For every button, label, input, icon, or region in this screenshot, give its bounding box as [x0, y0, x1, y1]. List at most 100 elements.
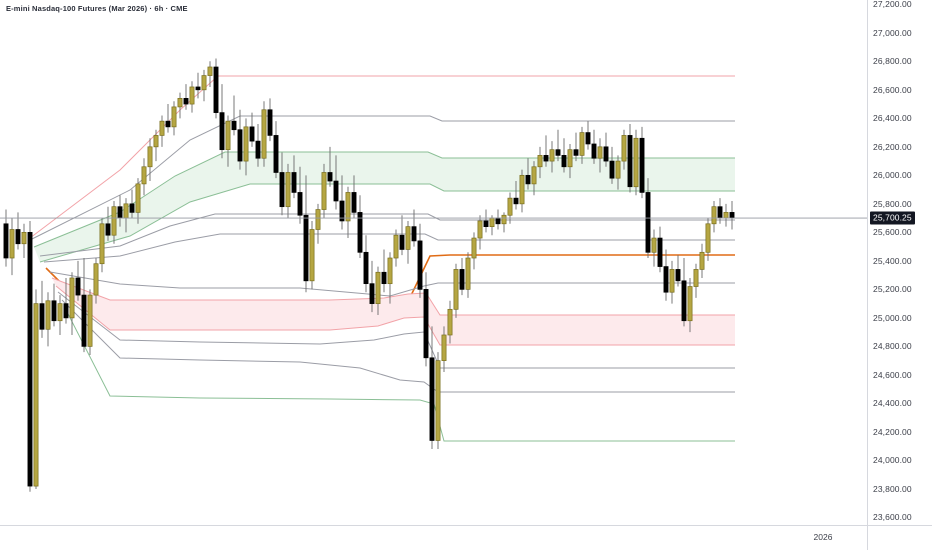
candle-body: [561, 155, 567, 168]
candle-body: [273, 135, 279, 173]
candle-body: [267, 109, 273, 136]
price-tick: 26,800.00: [873, 56, 912, 67]
candle-body: [315, 209, 321, 230]
candle-body: [303, 214, 309, 282]
candle-body: [117, 206, 123, 219]
candle-body: [459, 269, 465, 290]
candle-body: [465, 257, 471, 290]
candle-body: [27, 232, 33, 487]
candle-body: [549, 149, 555, 162]
candle-body: [699, 251, 705, 270]
candle-body: [237, 129, 243, 162]
candle-body: [261, 109, 267, 159]
support-band-1-fill: [34, 152, 735, 262]
candle-body: [285, 172, 291, 208]
candle-body: [225, 120, 231, 151]
neutral-line-3: [43, 233, 735, 263]
candle-body: [375, 271, 381, 304]
candle-body: [507, 197, 513, 216]
candle-body: [45, 300, 51, 330]
candle-body: [435, 360, 441, 441]
candle-body: [255, 140, 261, 159]
price-tick: 25,400.00: [873, 255, 912, 266]
candle-body: [15, 229, 21, 245]
axis-corner: [867, 526, 932, 550]
candle-body: [675, 269, 681, 282]
candle-series: [3, 58, 735, 492]
candle-body: [543, 155, 549, 162]
price-axis[interactable]: 27,200.00 27,000.00 26,800.00 26,600.00 26,4…: [867, 0, 932, 526]
candle-body: [441, 334, 447, 361]
candle-body: [297, 192, 303, 216]
candle-body: [51, 300, 57, 322]
candle-body: [189, 86, 195, 105]
candle-body: [105, 223, 111, 236]
candle-body: [579, 132, 585, 156]
candle-body: [309, 229, 315, 282]
candle-body: [597, 146, 603, 159]
candle-body: [621, 135, 627, 162]
candle-body: [147, 146, 153, 168]
price-tick: 26,400.00: [873, 113, 912, 124]
candle-body: [471, 237, 477, 259]
candle-body: [195, 86, 201, 91]
candle-body: [291, 172, 297, 193]
candle-body: [453, 269, 459, 310]
candle-body: [501, 214, 507, 225]
price-tick: 26,600.00: [873, 84, 912, 95]
price-tick: 25,200.00: [873, 284, 912, 295]
candle-body: [3, 223, 9, 259]
candle-body: [573, 149, 579, 156]
candle-body: [633, 137, 639, 188]
candle-body: [213, 66, 219, 113]
candle-body: [357, 212, 363, 253]
price-tick: 27,200.00: [873, 0, 912, 10]
candle-body: [525, 174, 531, 185]
candle-body: [477, 220, 483, 239]
candle-body: [57, 303, 63, 322]
candle-body: [405, 226, 411, 250]
candle-body: [651, 237, 657, 253]
candle-body: [609, 160, 615, 179]
price-chart-plot[interactable]: [0, 0, 868, 526]
price-tick: 25,600.00: [873, 227, 912, 238]
candle-body: [201, 75, 207, 91]
candle-body: [483, 220, 489, 228]
candle-body: [423, 289, 429, 359]
price-tick: 24,600.00: [873, 369, 912, 380]
candle-body: [723, 212, 729, 219]
candle-body: [489, 217, 495, 228]
candle-body: [153, 135, 159, 148]
candle-body: [537, 155, 543, 168]
candle-body: [219, 112, 225, 151]
price-tick: 26,000.00: [873, 170, 912, 181]
candle-body: [183, 98, 189, 105]
candle-body: [627, 135, 633, 188]
candle-body: [447, 308, 453, 336]
neutral-line-2: [39, 213, 735, 257]
candle-body: [615, 160, 621, 179]
candle-body: [351, 192, 357, 213]
candle-body: [339, 200, 345, 222]
candle-body: [729, 212, 735, 219]
candle-body: [63, 303, 69, 319]
candle-body: [657, 237, 663, 267]
candle-body: [39, 303, 45, 330]
candle-body: [387, 257, 393, 285]
price-tick: 23,800.00: [873, 483, 912, 494]
price-tick: 25,000.00: [873, 312, 912, 323]
candle-body: [249, 126, 255, 142]
candle-body: [123, 203, 129, 219]
time-tick: 2026: [813, 532, 833, 542]
candle-body: [645, 192, 651, 253]
candle-body: [111, 206, 117, 236]
candle-body: [687, 286, 693, 322]
candle-body: [75, 277, 81, 296]
price-tick: 24,000.00: [873, 455, 912, 466]
support-lower-line: [63, 305, 735, 442]
candle-body: [207, 66, 213, 76]
time-axis[interactable]: 2026: [0, 525, 932, 550]
candle-body: [135, 183, 141, 213]
candle-body: [585, 132, 591, 145]
